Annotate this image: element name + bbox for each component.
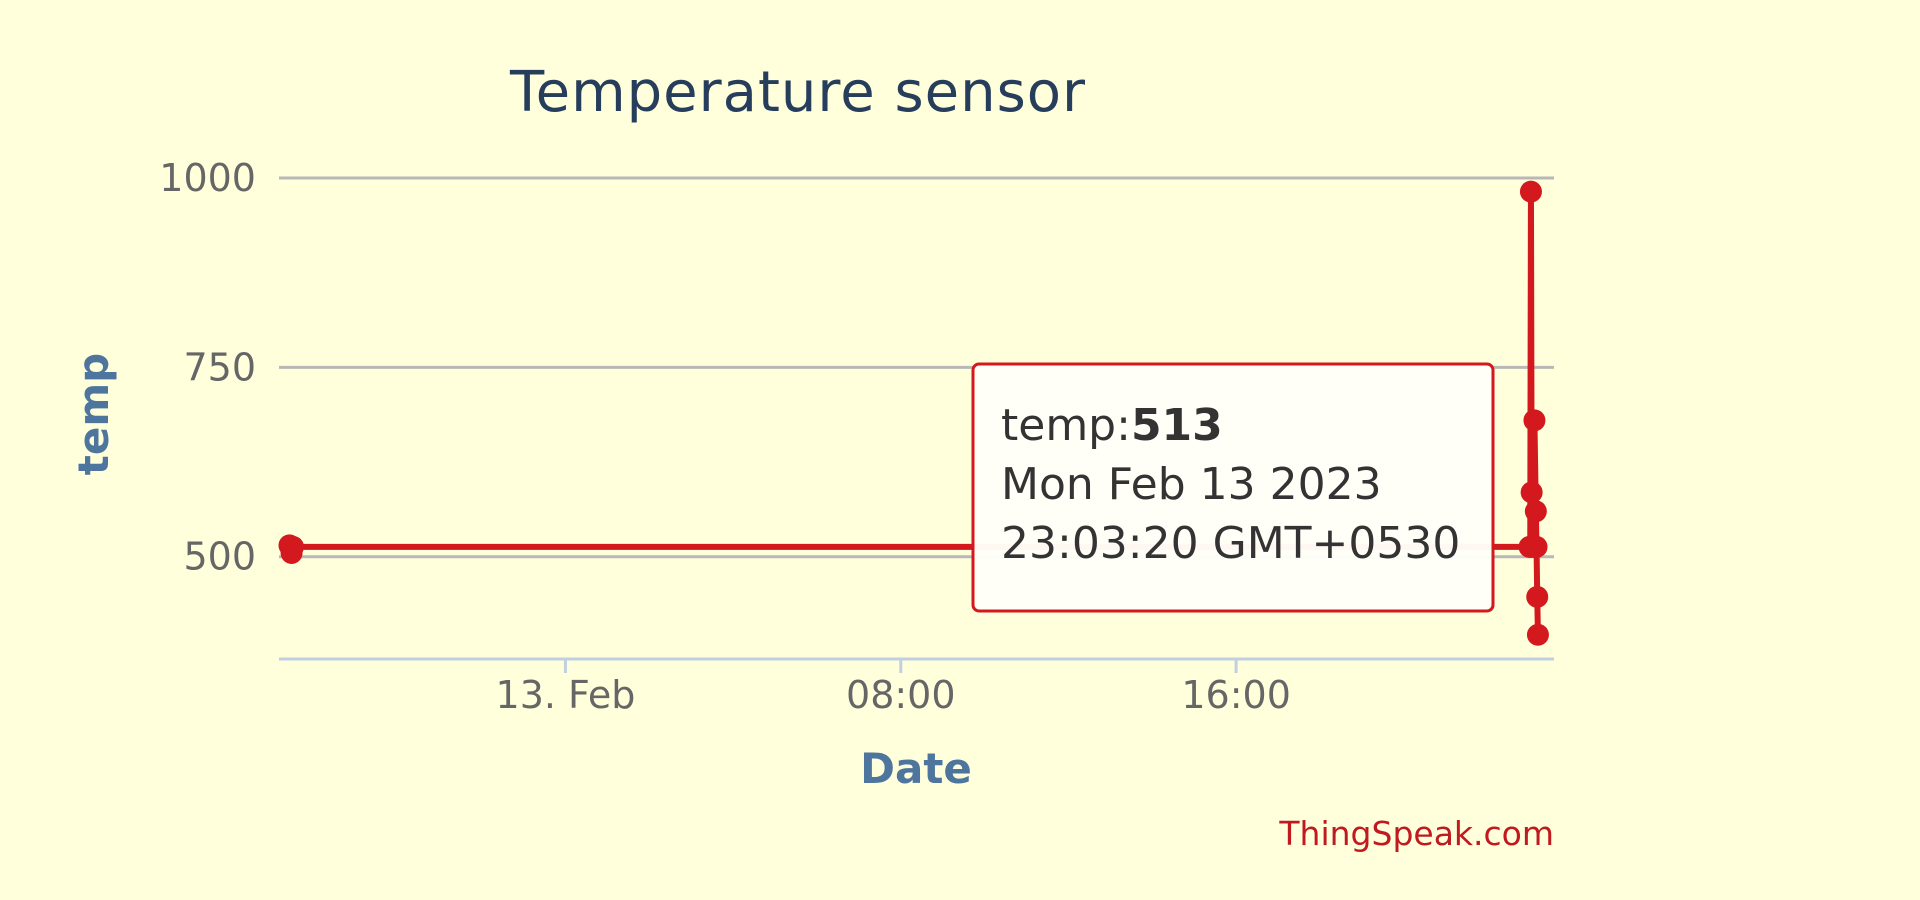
- tooltip-value: 513: [1131, 400, 1223, 451]
- tooltip-date: Mon Feb 13 2023: [1001, 459, 1382, 510]
- tooltip-value-line: temp:513: [1001, 400, 1223, 451]
- x-ticks: 13. Feb 08:00 16:00: [496, 659, 1291, 717]
- data-point[interactable]: [1526, 585, 1549, 608]
- series-temp: [278, 180, 1549, 646]
- tooltip-time: 23:03:20 GMT+0530: [1001, 518, 1460, 569]
- x-axis-label: Date: [860, 744, 972, 793]
- data-point[interactable]: [1524, 500, 1547, 523]
- data-point[interactable]: [1523, 409, 1546, 432]
- tooltip-box: [971, 362, 1495, 613]
- data-point[interactable]: [1526, 623, 1549, 646]
- data-point[interactable]: [1519, 180, 1542, 203]
- data-point[interactable]: [1520, 481, 1543, 504]
- data-point[interactable]: [281, 535, 304, 558]
- x-tick-label: 08:00: [846, 673, 956, 717]
- chart-title: Temperature sensor: [509, 60, 1086, 125]
- data-point[interactable]: [1525, 535, 1548, 558]
- y-tick-label: 750: [183, 345, 256, 389]
- tooltip: temp:513 Mon Feb 13 2023 23:03:20 GMT+05…: [971, 362, 1495, 613]
- y-axis-label: temp: [69, 353, 118, 475]
- y-ticks: 1000 750 500: [159, 156, 256, 579]
- credits-link[interactable]: ThingSpeak.com: [1278, 814, 1554, 853]
- x-tick-label: 13. Feb: [496, 673, 636, 717]
- tooltip-series-label: temp:: [1001, 400, 1131, 451]
- y-tick-label: 500: [183, 535, 256, 579]
- x-tick-label: 16:00: [1181, 673, 1291, 717]
- y-tick-label: 1000: [159, 156, 256, 200]
